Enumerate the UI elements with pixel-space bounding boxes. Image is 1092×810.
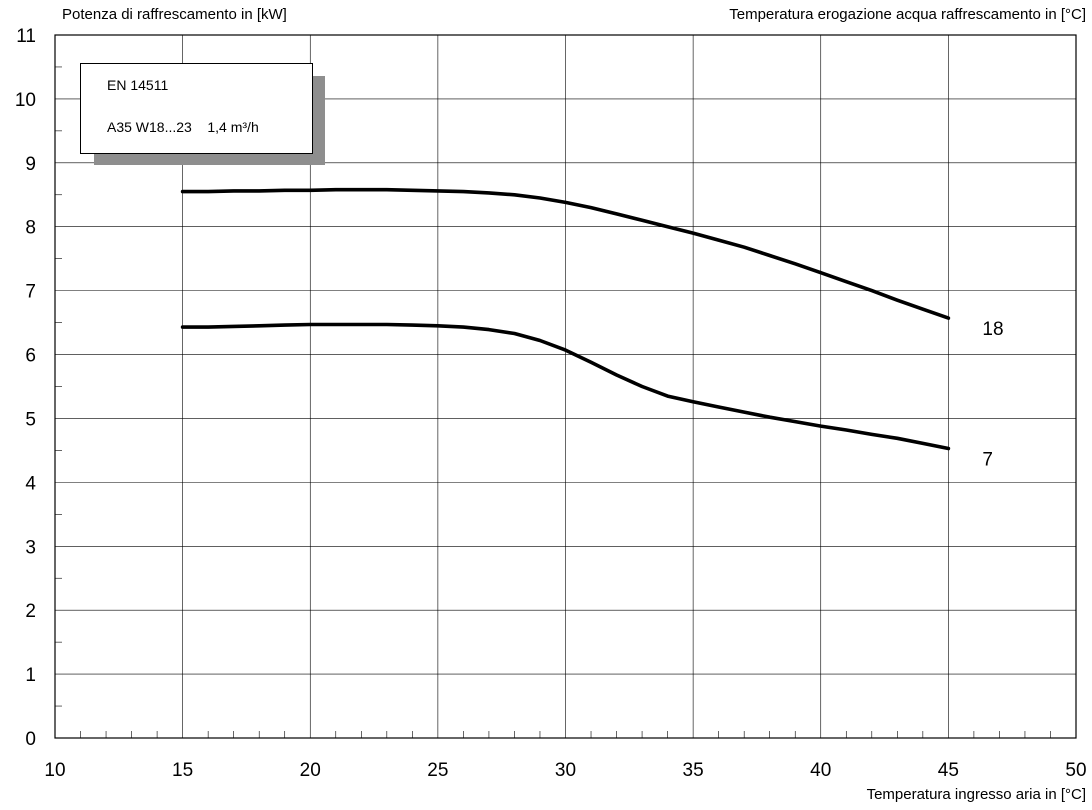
y-tick-label: 10 — [15, 90, 36, 111]
x-tick-label: 35 — [683, 760, 704, 781]
x-tick-label: 40 — [810, 760, 831, 781]
x-tick-label: 10 — [44, 760, 65, 781]
legend-box: EN 14511 A35 W18...23 1,4 m³/h — [80, 63, 313, 154]
y-tick-label: 4 — [25, 473, 36, 494]
x-tick-label: 50 — [1065, 760, 1086, 781]
legend-conditions: A35 W18...23 1,4 m³/h — [107, 119, 259, 135]
y-tick-label: 2 — [25, 601, 36, 622]
y-tick-labels: 0 1 2 3 4 5 6 7 8 9 10 11 — [15, 26, 37, 750]
y-tick-label: 6 — [25, 346, 36, 367]
y-tick-label: 11 — [16, 26, 36, 47]
y-tick-label: 5 — [25, 409, 36, 430]
x-tick-label: 15 — [172, 760, 193, 781]
y-tick-label: 0 — [25, 729, 36, 750]
series-line-18 — [180, 187, 951, 320]
grid — [54, 34, 1077, 739]
x-tick-labels: 10 15 20 25 30 35 40 45 50 — [44, 760, 1086, 781]
minor-ticks — [55, 66, 1051, 738]
x-tick-label: 20 — [300, 760, 321, 781]
y-tick-label: 3 — [25, 537, 36, 558]
y-tick-label: 8 — [25, 218, 36, 239]
y-tick-label: 7 — [25, 282, 36, 303]
series-lines — [180, 187, 951, 451]
plot-frame — [54, 34, 1077, 739]
x-axis-title: Temperatura ingresso aria in [°C] — [866, 786, 1086, 803]
series-line-7 — [180, 322, 951, 451]
series-axis-title: Temperatura erogazione acqua raffrescame… — [729, 6, 1086, 23]
series-label-7: 7 — [982, 449, 993, 470]
series-labels: 18 7 — [982, 319, 1003, 470]
legend-standard: EN 14511 — [107, 77, 169, 93]
y-axis-title: Potenza di raffrescamento in [kW] — [62, 6, 287, 23]
y-tick-label: 1 — [25, 665, 36, 686]
y-tick-label: 9 — [25, 154, 36, 175]
x-tick-label: 25 — [427, 760, 448, 781]
x-tick-label: 30 — [555, 760, 576, 781]
series-label-18: 18 — [982, 319, 1003, 340]
x-tick-label: 45 — [938, 760, 959, 781]
